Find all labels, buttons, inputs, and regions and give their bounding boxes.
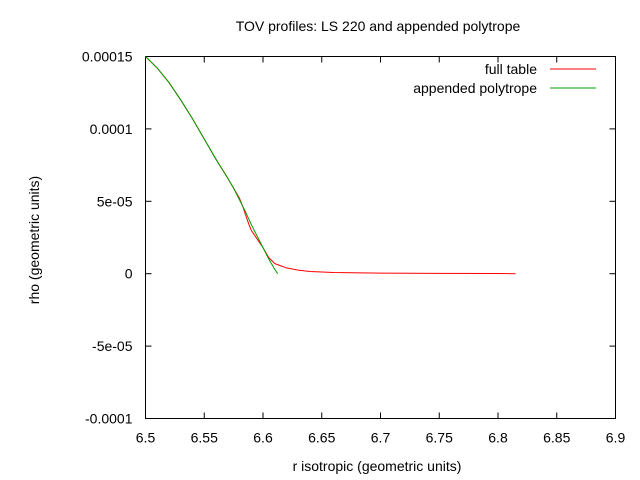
plot-area: 6.5 6.55 6.6 6.65 6.7 6.75 6.8 6.85 6.9 0.00015 0.… bbox=[82, 49, 626, 446]
y-tick-label: 0.00015 bbox=[82, 49, 133, 65]
x-tick-label: 6.9 bbox=[606, 430, 626, 446]
y-tick-label: 5e-05 bbox=[97, 193, 133, 209]
x-axis-label: r isotropic (geometric units) bbox=[293, 458, 462, 474]
plot-frame bbox=[145, 56, 616, 419]
x-tick-label: 6.8 bbox=[488, 430, 508, 446]
y-tick-label: 0.0001 bbox=[90, 121, 133, 137]
x-tick-label: 6.55 bbox=[191, 430, 218, 446]
x-tick-label: 6.5 bbox=[136, 430, 156, 446]
series-line-appended-polytrope bbox=[145, 56, 279, 274]
y-tick-label: -5e-05 bbox=[92, 338, 133, 354]
y-tick-label: -0.0001 bbox=[85, 411, 133, 427]
x-tick-label: 6.7 bbox=[371, 430, 391, 446]
legend-label-appended-polytrope: appended polytrope bbox=[413, 80, 537, 96]
x-tick-label: 6.85 bbox=[543, 430, 570, 446]
axis-tick-labels: 6.5 6.55 6.6 6.65 6.7 6.75 6.8 6.85 6.9 0.00015 0.… bbox=[82, 49, 626, 446]
axis-ticks bbox=[145, 56, 616, 419]
y-tick-label: 0 bbox=[125, 266, 133, 282]
legend: full table appended polytrope bbox=[413, 61, 596, 96]
legend-label-full-table: full table bbox=[485, 61, 537, 77]
x-tick-label: 6.75 bbox=[426, 430, 453, 446]
series-lines bbox=[145, 56, 516, 275]
x-tick-label: 6.6 bbox=[253, 430, 273, 446]
chart-title: TOV profiles: LS 220 and appended polytr… bbox=[236, 18, 521, 34]
x-tick-label: 6.65 bbox=[308, 430, 335, 446]
y-axis-label: rho (geometric units) bbox=[26, 176, 42, 304]
